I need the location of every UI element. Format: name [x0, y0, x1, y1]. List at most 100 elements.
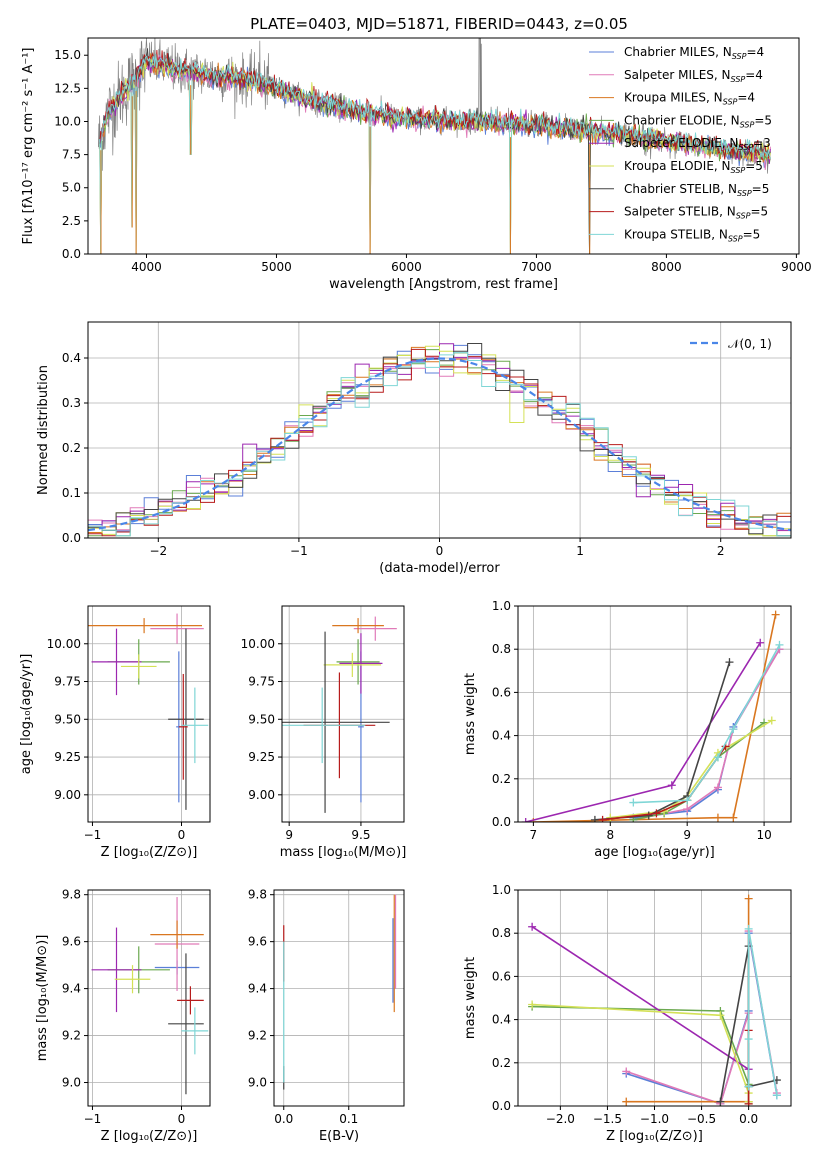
x-axis-label: (data-model)/error	[379, 561, 500, 576]
y-tick-label: 0.2	[62, 441, 81, 455]
x-tick-label: 0	[178, 828, 186, 842]
mass_vs_ebv-plot-area	[283, 894, 397, 1090]
point-marker	[775, 640, 784, 649]
kroupa_stelib-model-line	[99, 53, 771, 254]
legend-entry: Chabrier STELIB, NSSP=5	[624, 182, 769, 198]
y-tick-label: 9.2	[248, 1029, 267, 1043]
y-tick-label: 9.75	[248, 675, 275, 689]
y-tick-label: 10.00	[241, 637, 275, 651]
x-axis-label: age [log₁₀(age/yr)]	[594, 845, 715, 860]
point-marker	[772, 1091, 781, 1100]
y-axis-label: mass [log₁₀(M/M⊙)]	[35, 935, 50, 1062]
salpeter_elodie-errorbar	[339, 633, 383, 694]
x-tick-label: 9.5	[351, 828, 370, 842]
y-tick-label: 0.1	[62, 486, 81, 500]
point-marker	[683, 805, 692, 814]
y-tick-label: 1.0	[492, 599, 511, 613]
point-marker	[713, 813, 722, 822]
x-tick-label: −0.5	[687, 1112, 716, 1126]
point-marker	[725, 658, 734, 667]
legend-entry: Salpeter ELODIE, NSSP=3	[624, 136, 771, 152]
residual_histogram-panel: −2 −1 0 1 2 0.0 0.1 0.2 0.3 0.4 (data-model)/error…	[36, 321, 792, 576]
kroupa_stelib-errorbar	[282, 687, 366, 764]
x-tick-label: 0	[436, 544, 444, 558]
mass_vs_Z-plot-area	[91, 897, 209, 1095]
mass_vs_Z-frame	[87, 889, 211, 1107]
x-tick-label: 7	[530, 828, 538, 842]
y-tick-label: 9.8	[248, 888, 267, 902]
mass_vs_ebv-frame	[273, 889, 405, 1107]
y-tick-label: 0.8	[492, 642, 511, 656]
age_vs_mass-panel: 9 9.5 9.00 9.25 9.50 9.75 10.00 mass [log₁₀(M/M…	[241, 605, 407, 860]
legend-entry: Salpeter STELIB, NSSP=5	[624, 205, 768, 221]
x-axis-label: Z [log₁₀(Z/Z⊙)]	[101, 845, 198, 860]
point-marker	[521, 818, 530, 822]
y-tick-label: 0.6	[492, 969, 511, 983]
y-tick-label: 0.0	[62, 247, 81, 261]
age_vs_Z-frame	[87, 605, 211, 823]
y-tick-label: 1.0	[492, 883, 511, 897]
age_vs_Z-panel: −1 0 9.00 9.25 9.50 9.75 10.00 Z [log₁₀(Z/Z⊙)] a…	[19, 605, 211, 860]
y-tick-label: 5.0	[62, 181, 81, 195]
point-marker	[744, 1099, 753, 1106]
weight_vs_age-panel: 7 8 9 10 0.0 0.2 0.4 0.6 0.8 1.0 age [log₁₀(age/yr…	[463, 599, 792, 860]
legend-entry: Kroupa MILES, NSSP=4	[624, 91, 755, 107]
x-tick-label: 8	[606, 828, 614, 842]
x-tick-label: 0.0	[739, 1112, 758, 1126]
point-marker	[713, 753, 722, 762]
weight_vs_age-frame	[517, 605, 792, 823]
age_vs_mass-frame	[281, 605, 405, 823]
x-tick-label: 0.1	[339, 1112, 358, 1126]
spectrum-legend: Chabrier MILES, NSSP=4 Salpeter MILES, NS…	[589, 45, 772, 243]
chabrier_stelib-errorbar	[168, 628, 204, 810]
point-marker	[667, 781, 676, 790]
age_vs_mass-plot-area	[282, 616, 397, 813]
point-marker	[683, 796, 692, 805]
point-marker	[744, 1035, 753, 1044]
point-marker	[716, 1011, 725, 1020]
legend-entry: 𝒩(0, 1)	[728, 337, 772, 351]
weight_vs_age-plot-area	[521, 610, 784, 822]
y-tick-label: 0.4	[492, 1013, 511, 1027]
chabrier_stelib-errorbar	[168, 953, 204, 1095]
x-tick-label: −2	[149, 544, 167, 558]
kroupa_elodie-errorbar	[323, 652, 382, 677]
normal-reference-curve	[88, 357, 791, 532]
kroupa_elodie-histogram-step	[88, 345, 791, 537]
point-marker	[716, 1097, 725, 1106]
y-tick-label: 9.75	[54, 675, 81, 689]
x-tick-label: 7000	[521, 260, 552, 274]
point-marker	[729, 725, 738, 734]
y-tick-label: 10.00	[47, 637, 81, 651]
residual_histogram-plot-area	[88, 343, 791, 537]
y-tick-label: 0.0	[492, 815, 511, 829]
point-marker	[767, 716, 776, 725]
point-marker	[771, 610, 780, 619]
spectrum-panel: 4000 5000 6000 7000 8000 9000 0.0 2.5 5.0 7.5 10.0…	[21, 37, 812, 292]
y-tick-label: 12.5	[54, 81, 81, 95]
salpeter_elodie-errorbar	[91, 927, 142, 1013]
y-tick-label: 9.6	[248, 935, 267, 949]
x-axis-label: mass [log₁₀(M/M⊙)]	[280, 845, 407, 860]
y-tick-label: 9.0	[248, 1076, 267, 1090]
kroupa_miles-errorbar	[150, 920, 204, 949]
y-axis-label: Normed distribution	[36, 365, 51, 495]
histogram-legend: 𝒩(0, 1)	[690, 337, 772, 351]
mass_vs_Z-panel: −1 0 9.0 9.2 9.4 9.6 9.8 Z [log₁₀(Z/Z⊙)] mass [l…	[35, 888, 211, 1144]
y-tick-label: 0.0	[492, 1099, 511, 1113]
y-tick-label: 0.2	[492, 772, 511, 786]
y-axis-label: age [log₁₀(age/yr)]	[19, 654, 34, 775]
kroupa_stelib-weight-line	[747, 928, 778, 1096]
y-tick-label: 9.00	[54, 788, 81, 802]
weight_vs_Z-plot-area	[528, 894, 781, 1106]
x-tick-label: −1	[84, 828, 102, 842]
point-marker	[528, 922, 537, 931]
point-marker	[590, 815, 599, 822]
x-tick-label: 6000	[391, 260, 422, 274]
point-marker	[629, 798, 638, 807]
y-tick-label: 0.4	[62, 351, 81, 365]
point-marker	[744, 894, 753, 903]
y-tick-label: 15.0	[54, 48, 81, 62]
kroupa_miles-weight-line	[533, 614, 777, 822]
